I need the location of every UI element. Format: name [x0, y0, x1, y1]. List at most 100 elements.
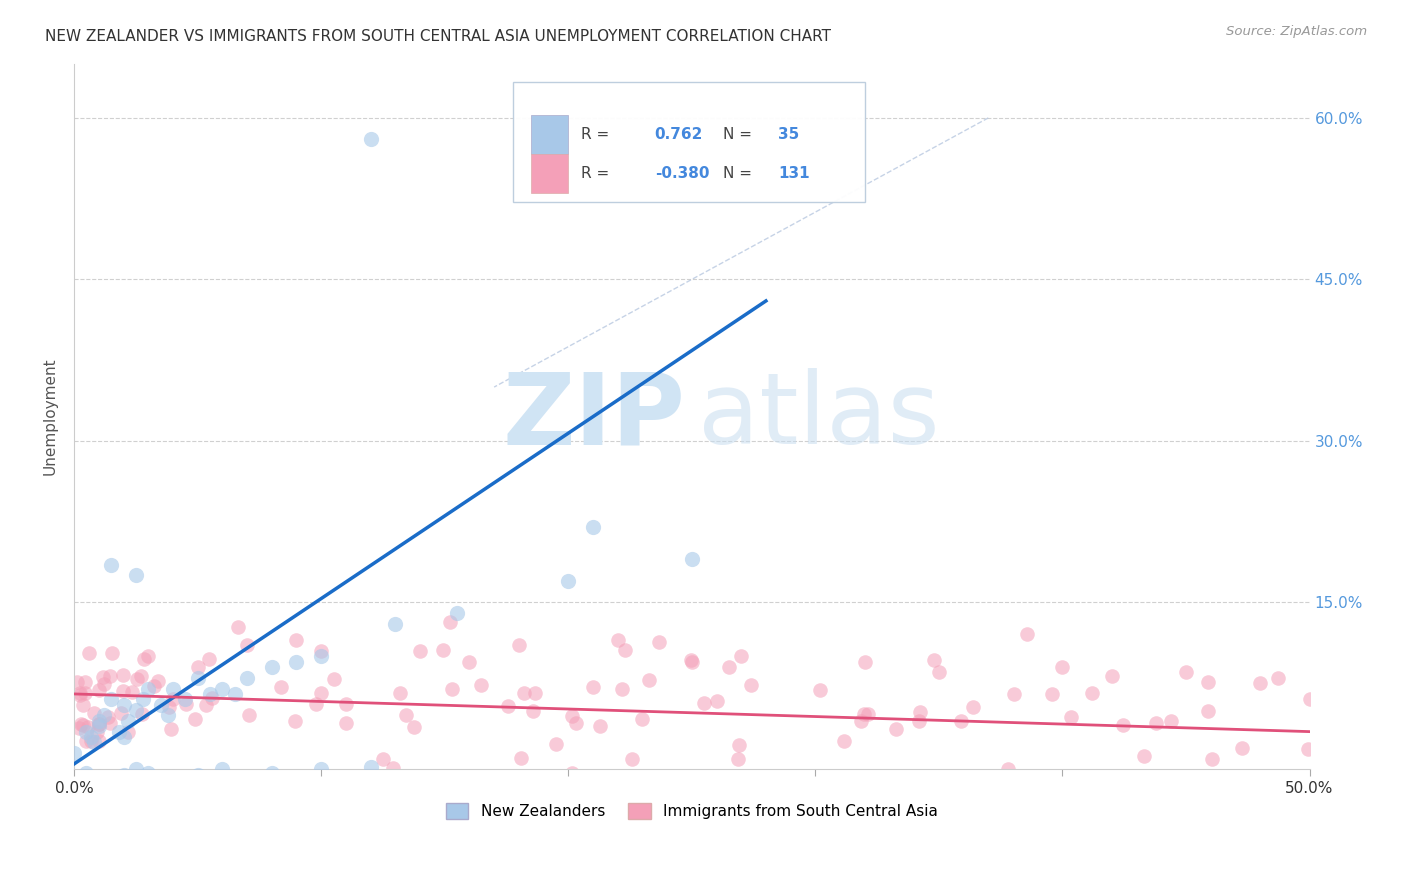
Point [681, 653, 703, 667]
Point [335, 716, 357, 731]
Point [162, 681, 184, 696]
Point [117, 714, 139, 728]
Text: -0.380: -0.380 [655, 166, 709, 181]
Point [612, 682, 634, 697]
Point [509, 751, 531, 765]
Text: ZIP: ZIP [503, 368, 686, 466]
FancyBboxPatch shape [513, 82, 865, 202]
Point [582, 520, 605, 534]
Point [630, 712, 652, 726]
Point [80, 730, 103, 744]
Point [285, 655, 308, 669]
Point [91, 669, 114, 683]
Point [134, 651, 156, 665]
Point [561, 708, 583, 723]
Point [1201, 751, 1223, 765]
Point [309, 762, 332, 776]
Point [1197, 704, 1219, 718]
Point [75, 686, 97, 700]
Point [384, 616, 406, 631]
Point [226, 619, 249, 633]
Point [621, 751, 644, 765]
Point [360, 760, 382, 774]
Point [112, 767, 135, 781]
Point [285, 633, 308, 648]
Point [832, 734, 855, 748]
Point [311, 686, 333, 700]
Point [928, 665, 950, 680]
Point [389, 686, 412, 700]
Point [187, 660, 209, 674]
Point [77, 720, 100, 734]
Point [908, 714, 931, 728]
Point [853, 655, 876, 669]
Point [637, 673, 659, 688]
Point [198, 651, 221, 665]
Point [1040, 687, 1063, 701]
Point [730, 649, 752, 664]
Point [162, 770, 184, 784]
Point [395, 708, 418, 723]
Point [856, 706, 879, 721]
Point [304, 697, 326, 711]
Point [1267, 671, 1289, 685]
Point [496, 698, 519, 713]
Point [72, 698, 94, 713]
Point [236, 671, 259, 685]
Text: NEW ZEALANDER VS IMMIGRANTS FROM SOUTH CENTRAL ASIA UNEMPLOYMENT CORRELATION CHA: NEW ZEALANDER VS IMMIGRANTS FROM SOUTH C… [45, 29, 831, 44]
Point [681, 552, 703, 566]
Point [83, 706, 105, 721]
Point [77, 646, 100, 660]
Point [125, 762, 148, 776]
Point [561, 765, 583, 780]
Point [458, 655, 481, 669]
Point [160, 722, 183, 736]
Point [849, 714, 872, 728]
Point [238, 708, 260, 723]
Point [100, 773, 122, 788]
Point [886, 722, 908, 736]
Point [80, 734, 103, 748]
Point [1296, 742, 1319, 756]
Point [1249, 676, 1271, 690]
Point [614, 642, 637, 657]
Point [100, 558, 122, 572]
Point [565, 715, 588, 730]
Point [441, 681, 464, 696]
Point [381, 761, 404, 775]
Point [89, 717, 111, 731]
Text: 131: 131 [779, 166, 810, 181]
Point [187, 767, 209, 781]
Point [1112, 717, 1135, 731]
Point [110, 706, 132, 720]
Text: R =: R = [581, 166, 614, 181]
Point [156, 708, 179, 723]
Point [309, 644, 332, 658]
Point [174, 697, 197, 711]
Point [86, 724, 108, 739]
FancyBboxPatch shape [531, 154, 568, 193]
Point [470, 678, 492, 692]
Point [100, 692, 122, 706]
Point [201, 690, 224, 705]
Point [908, 705, 931, 719]
Point [75, 724, 97, 739]
Point [922, 653, 945, 667]
Point [1298, 692, 1320, 706]
Point [335, 698, 357, 712]
Point [404, 720, 426, 734]
Point [198, 687, 221, 701]
Point [195, 698, 218, 712]
Point [87, 719, 110, 733]
FancyBboxPatch shape [531, 115, 568, 154]
Point [1015, 627, 1038, 641]
Point [184, 712, 207, 726]
Point [117, 725, 139, 739]
Point [1002, 687, 1025, 701]
Point [508, 639, 530, 653]
Point [1160, 714, 1182, 728]
Point [681, 655, 703, 669]
Point [1230, 741, 1253, 756]
Point [136, 649, 159, 664]
Point [98, 669, 121, 683]
